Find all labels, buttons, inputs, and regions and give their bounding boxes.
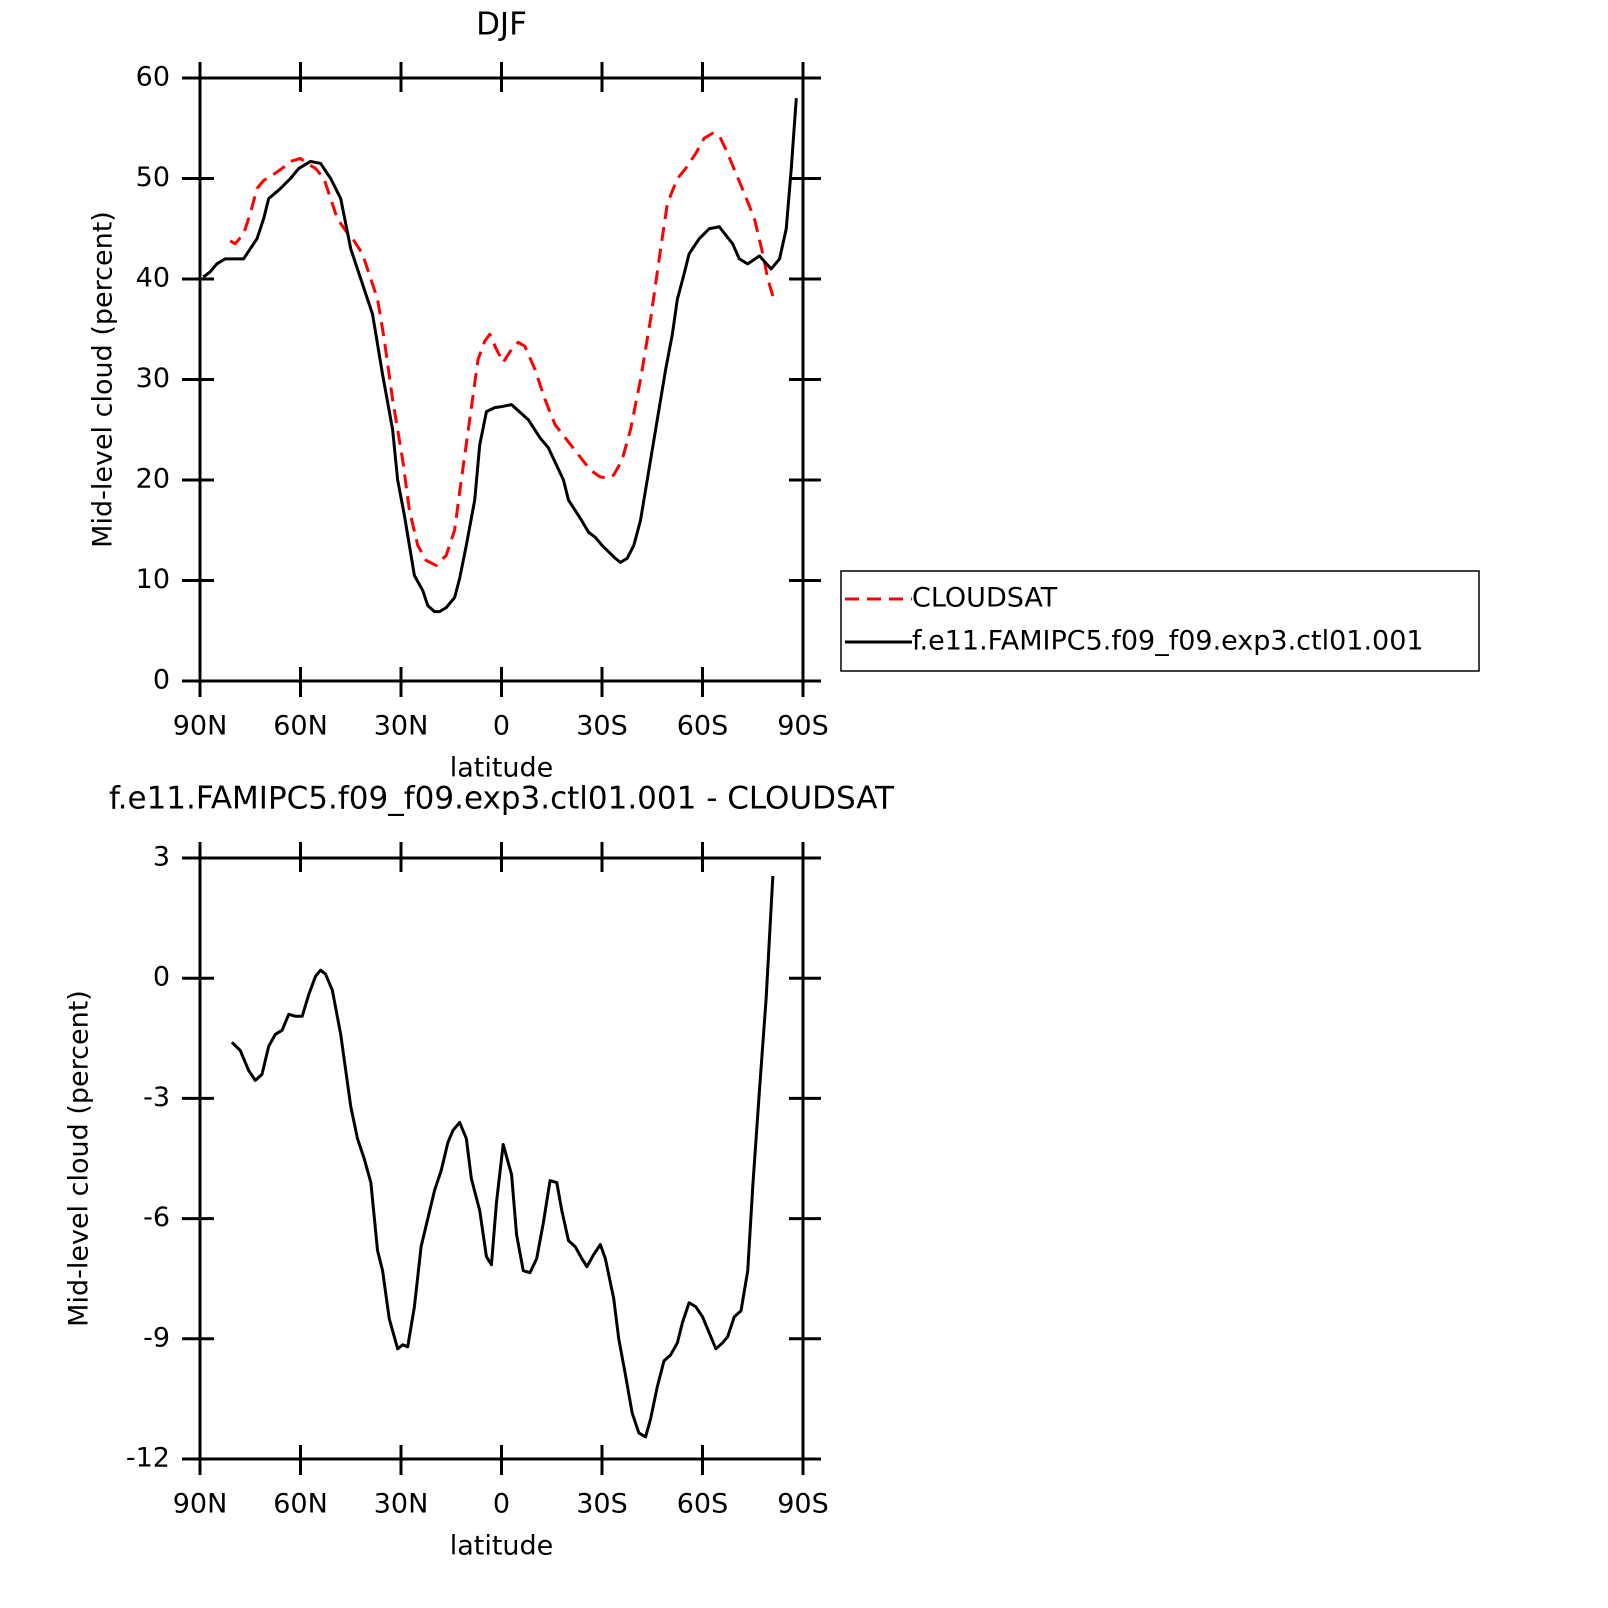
x-tick-label: 90S	[777, 711, 829, 742]
y-tick-label: 0	[153, 962, 170, 993]
y-tick-label: -3	[143, 1082, 170, 1113]
x-tick-label: 30S	[576, 711, 628, 742]
y-axis-label: Mid-level cloud (percent)	[64, 990, 95, 1327]
x-tick-label: 90S	[777, 1489, 829, 1520]
data-line	[202, 97, 798, 614]
y-tick-label: 40	[136, 263, 170, 294]
legend-box	[840, 570, 1480, 672]
x-tick-label: 60N	[273, 1489, 328, 1520]
y-tick-label: 60	[136, 62, 170, 93]
x-tick-label: 60S	[677, 1489, 729, 1520]
chart-title: f.e11.FAMIPC5.f09_f09.exp3.ctl01.001 - C…	[109, 781, 895, 817]
y-tick-label: 3	[153, 842, 170, 873]
x-tick-label: 0	[493, 711, 510, 742]
y-tick-label: 30	[136, 363, 170, 394]
x-tick-label: 30N	[374, 1489, 429, 1520]
data-line	[230, 875, 775, 1439]
x-tick-label: 30N	[374, 711, 429, 742]
legend-label: CLOUDSAT	[912, 583, 1058, 614]
y-tick-label: 50	[136, 162, 170, 193]
y-tick-label: 20	[136, 464, 170, 495]
y-tick-label: -9	[143, 1322, 170, 1353]
x-tick-label: 60S	[677, 711, 729, 742]
legend-label: f.e11.FAMIPC5.f09_f09.exp3.ctl01.001	[912, 626, 1424, 657]
x-tick-label: 60N	[273, 711, 328, 742]
y-tick-label: -6	[143, 1202, 170, 1233]
x-tick-label: 90N	[173, 1489, 228, 1520]
y-tick-label: -12	[126, 1443, 170, 1474]
x-tick-label: 0	[493, 1489, 510, 1520]
y-tick-label: 10	[136, 564, 170, 595]
x-axis-label: latitude	[450, 753, 554, 784]
chart-title: DJF	[476, 7, 527, 43]
x-tick-label: 30S	[576, 1489, 628, 1520]
data-line	[229, 131, 775, 567]
x-axis-label: latitude	[450, 1531, 554, 1562]
y-tick-label: 0	[153, 665, 170, 696]
x-tick-label: 90N	[173, 711, 228, 742]
y-axis-label: Mid-level cloud (percent)	[88, 211, 119, 548]
